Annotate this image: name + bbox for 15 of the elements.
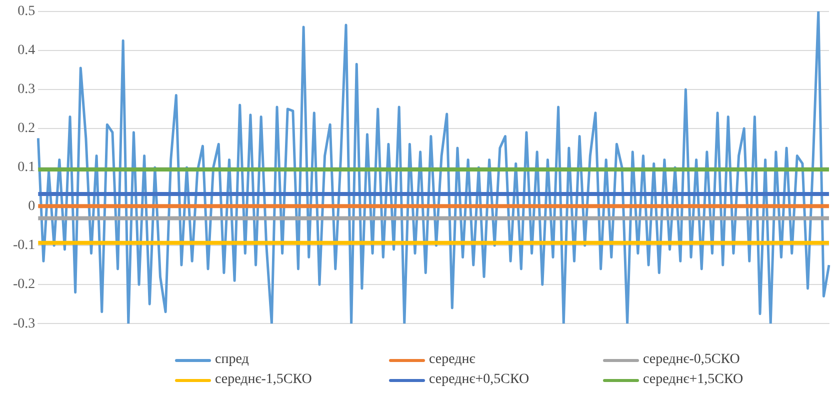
y-tick-label: -0.1 [12, 238, 36, 254]
y-tick-label: 0.2 [18, 121, 36, 136]
legend-label: середнє+1,5СКО [643, 372, 744, 388]
legend-label: середнє+0,5СКО [429, 372, 530, 388]
legend-label: спред [215, 352, 249, 368]
y-tick-label: 0 [28, 199, 36, 214]
y-tick-label: -0.3 [12, 316, 36, 332]
legend-label: середнє [429, 352, 476, 368]
y-tick-label: 0.5 [18, 4, 36, 20]
legend-label: середнє-0,5СКО [643, 352, 740, 368]
y-tick-label: 0.4 [18, 43, 36, 58]
y-tick-label: -0.2 [12, 277, 36, 292]
y-tick-label: 0.1 [18, 160, 36, 176]
y-tick-label: 0.3 [18, 82, 36, 98]
legend-label: середнє-1,5СКО [215, 372, 312, 388]
